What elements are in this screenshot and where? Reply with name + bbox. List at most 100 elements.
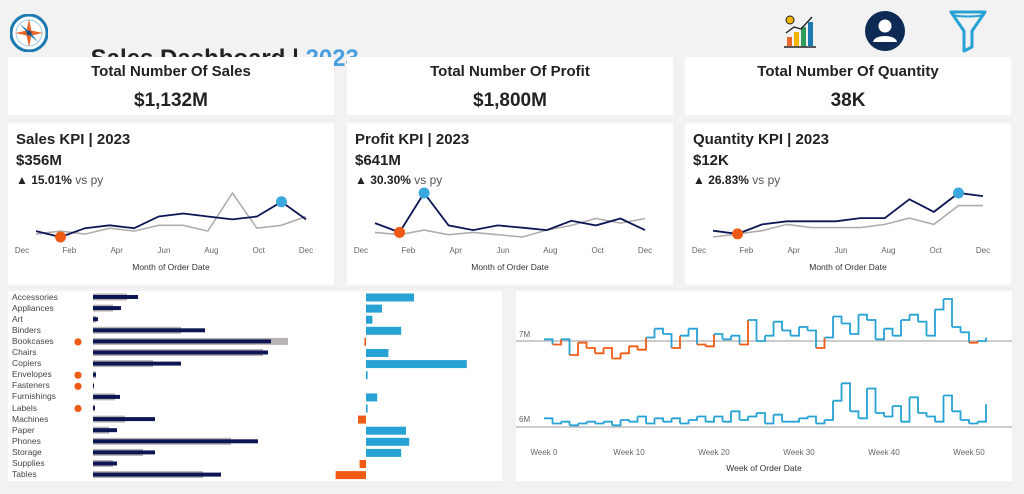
category-label: Storage xyxy=(12,446,42,457)
profit-step-segment xyxy=(901,397,911,423)
month-tick-label: Dec xyxy=(976,246,990,255)
sales-step-segment xyxy=(773,320,783,331)
category-bars[interactable] xyxy=(8,291,502,481)
category-label: Copiers xyxy=(12,358,42,369)
month-tick-label: Aug xyxy=(543,246,557,255)
alert-marker xyxy=(74,338,82,346)
profit-step-segment xyxy=(688,416,698,421)
sales-step-segment xyxy=(637,337,647,351)
current-year-line xyxy=(712,192,984,235)
week-tick-label: Week 30 xyxy=(783,448,815,457)
sales-step-segment xyxy=(595,348,605,355)
quantity-sparkline[interactable]: Dec Feb Apr Jun Aug Oct Dec Month of Order Date xyxy=(685,185,1011,285)
profit-step-segment xyxy=(960,419,970,424)
category-label: Machines xyxy=(12,413,49,424)
profit-step-segment xyxy=(892,405,902,422)
sales-step-segment xyxy=(935,299,945,311)
sales-step-segment xyxy=(578,341,588,348)
month-tick-label: Dec xyxy=(638,246,652,255)
month-tick-label: Apr xyxy=(449,246,462,255)
profit-step-segment xyxy=(637,415,647,424)
difference-bar xyxy=(335,471,366,480)
profit-step-segment xyxy=(799,416,809,420)
current-year-line xyxy=(374,191,646,234)
category-label: Envelopes xyxy=(12,369,52,380)
spark-card-sales: Sales KPI | 2023 $356M ▲ 15.01% vs py De… xyxy=(8,123,334,285)
compass-logo xyxy=(10,14,48,52)
sales-step-segment xyxy=(850,314,860,335)
profit-step-segment xyxy=(646,418,656,425)
min-marker xyxy=(732,228,744,240)
month-tick-label: Apr xyxy=(110,246,123,255)
category-label: Furnishings xyxy=(12,391,56,402)
sales-step-segment xyxy=(620,346,630,355)
weekly-trend-chart[interactable]: 7M 6M Week 0 Week 10 Week 20 Week 30 Week 40 We… xyxy=(516,291,1012,481)
kpi-value: $1,132M xyxy=(134,90,208,111)
filter-icon[interactable] xyxy=(948,9,988,53)
sales-step-segment xyxy=(841,322,851,334)
growth-chart-icon[interactable] xyxy=(782,13,818,49)
month-tick-label: Oct xyxy=(929,246,942,255)
sales-step-segment xyxy=(552,339,562,346)
sales-step-segment xyxy=(875,328,885,341)
month-tick-label: Oct xyxy=(591,246,604,255)
profit-step-segment xyxy=(926,415,936,422)
spark-delta: ▲ 15.01% vs py xyxy=(16,173,103,187)
profit-step-segment xyxy=(654,417,664,422)
category-label: Paper xyxy=(12,424,35,435)
difference-bar xyxy=(366,315,373,324)
profit-step-segment xyxy=(833,383,843,402)
sales-step-segment xyxy=(714,333,724,340)
profit-step-segment xyxy=(629,416,639,423)
difference-bar xyxy=(366,448,402,457)
category-label: Art xyxy=(12,313,23,324)
profit-step-segment xyxy=(671,417,681,424)
sales-step-segment xyxy=(816,337,826,349)
profit-step-segment xyxy=(603,420,613,426)
current-year-bar xyxy=(93,394,120,399)
profit-step-segment xyxy=(909,396,919,413)
alert-marker xyxy=(74,382,82,390)
sales-sparkline[interactable]: Dec Feb Apr Jun Aug Oct Dec Month of Order Date xyxy=(8,185,334,285)
sales-step-segment xyxy=(926,309,936,337)
profit-step-segment xyxy=(748,413,758,418)
profit-step-segment xyxy=(807,415,817,424)
week-tick-label: Week 20 xyxy=(698,448,730,457)
delta-vs-label: vs py xyxy=(414,173,443,187)
month-tick-label: Jun xyxy=(497,246,510,255)
profit-step-segment xyxy=(918,412,928,417)
spark-value: $12K xyxy=(693,152,729,169)
user-icon[interactable] xyxy=(865,11,905,51)
sales-step-segment xyxy=(977,337,987,342)
month-tick-label: Jun xyxy=(835,246,848,255)
difference-bar xyxy=(366,326,402,335)
sales-step-segment xyxy=(918,320,928,336)
sales-step-segment xyxy=(586,347,596,354)
spark-title: Profit KPI | 2023 xyxy=(355,131,470,148)
profit-step-segment xyxy=(867,387,877,413)
sales-step-segment xyxy=(901,314,911,321)
profit-step-segment xyxy=(578,421,588,425)
current-year-bar xyxy=(93,328,205,333)
current-year-bar xyxy=(93,428,117,433)
profit-sparkline[interactable]: Dec Feb Apr Jun Aug Oct Dec Month of Order Date xyxy=(347,185,673,285)
category-label: Binders xyxy=(12,324,41,335)
sales-step-segment xyxy=(799,326,809,331)
profit-step-segment xyxy=(824,400,834,421)
profit-step-segment xyxy=(705,416,715,423)
profit-step-segment xyxy=(714,415,724,422)
week-tick-label: Week 50 xyxy=(953,448,985,457)
current-year-bar xyxy=(93,295,138,299)
sales-step-segment xyxy=(756,335,766,342)
min-marker xyxy=(55,231,67,243)
sales-step-segment xyxy=(858,313,868,320)
sales-step-segment xyxy=(731,334,741,345)
current-year-bar xyxy=(93,461,117,466)
difference-bar xyxy=(366,437,410,446)
current-year-bar xyxy=(93,450,155,455)
sales-step-segment xyxy=(688,327,698,345)
month-tick-label: Aug xyxy=(881,246,895,255)
month-tick-label: Feb xyxy=(62,246,76,255)
spark-card-quantity: Quantity KPI | 2023 $12K ▲ 26.83% vs py … xyxy=(685,123,1011,285)
sales-step-segment xyxy=(824,316,834,339)
